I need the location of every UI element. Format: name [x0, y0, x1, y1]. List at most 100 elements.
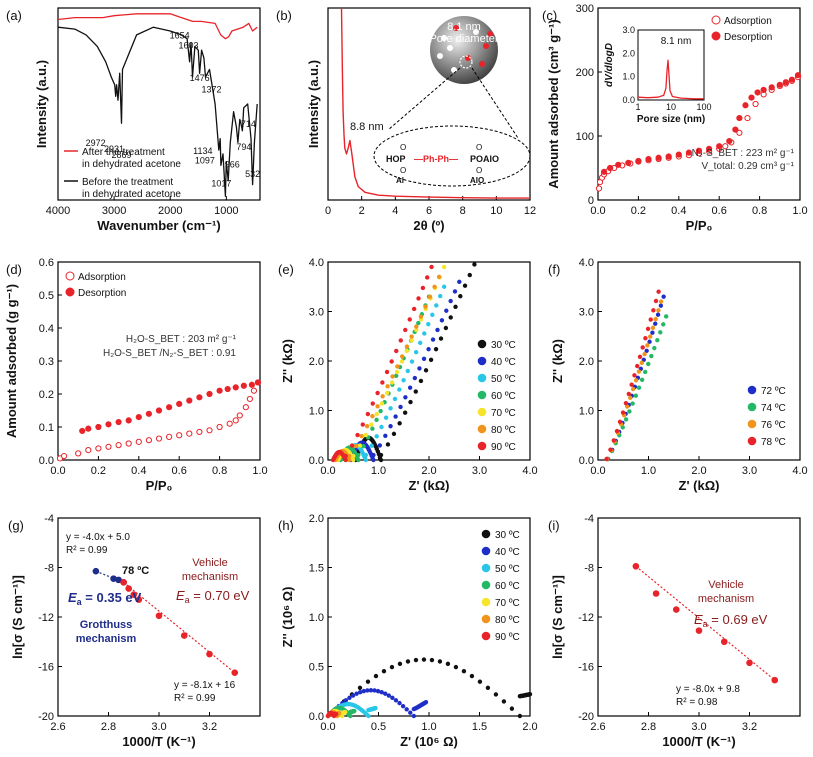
x-tick-label: 2.6	[50, 721, 65, 733]
isotherm-point	[176, 432, 183, 439]
nyquist-point	[611, 438, 616, 443]
y-tick-label: 4.0	[579, 257, 594, 269]
nyquist-point	[661, 294, 666, 299]
nyquist-point	[395, 364, 400, 369]
nyquist-point	[353, 443, 359, 449]
nyquist-point	[370, 426, 375, 431]
sphere-pore	[441, 35, 447, 41]
nyquist-point	[461, 669, 467, 674]
y-tick-label: 2.0	[309, 356, 324, 368]
sphere-pore	[483, 43, 489, 49]
nyquist-point	[407, 317, 412, 322]
mechanism-label: Grotthuss	[80, 619, 133, 631]
nyquist-point	[374, 417, 379, 423]
ea-subscript: a	[185, 595, 190, 605]
legend-marker	[747, 385, 757, 395]
nyquist-point	[391, 431, 397, 437]
x-tick-label: 3.0	[742, 465, 757, 477]
nyquist-point	[347, 457, 352, 463]
nyquist-series	[353, 262, 477, 463]
x-tick-label: 0.0	[320, 465, 335, 477]
nyquist-point	[413, 350, 419, 355]
sphere-pore	[451, 67, 457, 73]
nyquist-point	[361, 444, 366, 449]
y-tick-label: 0.5	[309, 662, 324, 674]
x-tick-label: 3000	[102, 205, 126, 217]
legend-text: Desorption	[724, 32, 772, 43]
legend-marker	[477, 441, 487, 451]
sphere-pore	[473, 29, 479, 35]
arrhenius-point	[120, 579, 127, 586]
nyquist-point	[375, 390, 380, 396]
nyquist-point	[656, 308, 661, 313]
isotherm-point	[105, 443, 112, 450]
arrhenius-point	[155, 612, 163, 620]
nyquist-point	[409, 359, 415, 364]
arrhenius-point	[231, 669, 239, 676]
nyquist-point	[434, 303, 439, 308]
nyquist-point	[661, 322, 666, 327]
y-tick-label: 0.3	[39, 356, 54, 368]
nyquist-point	[370, 414, 375, 419]
x-tick-label: 0.6	[172, 465, 187, 477]
isotherm-point	[625, 159, 632, 166]
nyquist-point	[404, 707, 409, 712]
panel-label: (e)	[278, 262, 294, 277]
y-axis-label: Intensity (a.u.)	[34, 60, 49, 148]
nyquist-point	[655, 338, 660, 343]
nyquist-point	[633, 378, 639, 383]
nyquist-point	[632, 373, 637, 378]
nyquist-point	[651, 308, 656, 313]
panel-label: (f)	[548, 262, 560, 277]
sphere-pore	[453, 25, 459, 31]
legend-marker	[65, 287, 75, 297]
legend-text: 60 ºC	[495, 581, 520, 592]
formula-o: O	[400, 166, 406, 175]
nyquist-point	[413, 657, 419, 663]
nyquist-point	[380, 394, 385, 399]
sphere-pore	[487, 31, 493, 37]
nyquist-point	[642, 351, 647, 357]
legend-marker	[747, 402, 757, 412]
ftir-line-0	[57, 13, 258, 40]
legend-text: 74 ºC	[761, 403, 786, 414]
nyquist-point	[389, 380, 395, 385]
nyquist-point	[389, 664, 395, 670]
nyquist-point	[401, 378, 406, 383]
legend-marker	[481, 529, 491, 539]
nyquist-point	[361, 688, 366, 694]
nyquist-point	[630, 386, 636, 392]
legend-marker	[481, 580, 491, 590]
nyquist-point	[527, 692, 533, 697]
arrhenius-point	[672, 606, 680, 613]
isotherm-point	[242, 404, 249, 411]
legend-text: 30 ºC	[491, 340, 516, 351]
nyquist-point	[509, 706, 515, 711]
y-tick-label: 0.6	[39, 257, 54, 269]
isotherm-point	[600, 168, 608, 175]
y-tick-label: 2.0	[579, 356, 594, 368]
nyquist-point	[629, 382, 634, 387]
isotherm-point	[196, 428, 203, 436]
nyquist-point	[379, 401, 385, 406]
pore-diameter-value: 8.1 nm	[447, 21, 481, 33]
nyquist-point	[646, 361, 651, 367]
nyquist-point	[363, 452, 369, 458]
nyquist-point	[438, 336, 444, 341]
nyquist-point	[373, 705, 378, 711]
legend-text: 76 ºC	[761, 420, 786, 431]
nyquist-point	[366, 713, 371, 719]
nyquist-point	[501, 699, 507, 704]
nyquist-point	[453, 304, 458, 310]
formula-ellipse	[373, 125, 531, 187]
arrhenius-point	[125, 585, 132, 592]
nyquist-point	[380, 380, 385, 385]
x-tick-label: 2.8	[641, 721, 656, 733]
isotherm-point	[645, 155, 652, 163]
arrhenius-point	[180, 632, 188, 639]
annotation-text: V_total: 0.29 cm³ g⁻¹	[701, 161, 794, 172]
isotherm-point	[742, 102, 749, 109]
x-tick-label: 1.5	[472, 721, 487, 733]
nyquist-point	[379, 690, 384, 695]
